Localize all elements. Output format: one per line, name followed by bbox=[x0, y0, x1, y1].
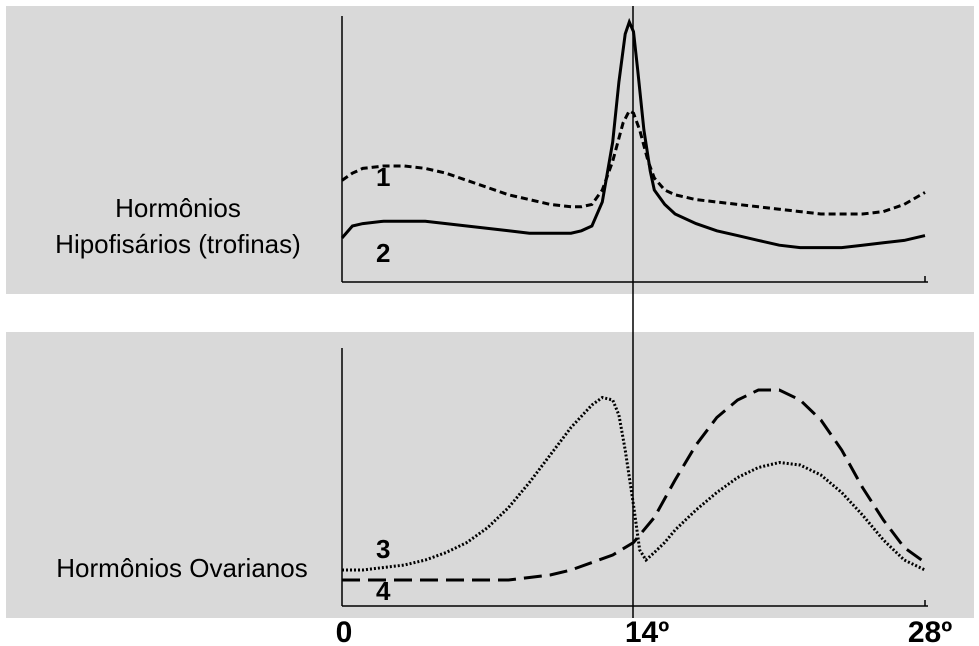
curve-1-line bbox=[341, 108, 926, 216]
bottom-panel-background bbox=[6, 332, 974, 618]
curve-2-label: 2 bbox=[376, 238, 390, 268]
curve-2-line bbox=[340, 17, 926, 250]
curve-3-label: 3 bbox=[376, 534, 390, 564]
curve-1-label: 1 bbox=[376, 162, 390, 192]
top-panel-background bbox=[6, 6, 974, 294]
x-tick-label-14: 14º bbox=[625, 616, 669, 646]
x-tick-label-0: 0 bbox=[336, 616, 353, 646]
curve-3-line bbox=[342, 395, 926, 572]
curve-4-label: 4 bbox=[376, 576, 391, 606]
curve-4-line bbox=[342, 388, 926, 582]
top-panel-label-line-2: Hipofisários (trofinas) bbox=[55, 229, 301, 259]
x-tick-label-28: 28º bbox=[908, 616, 952, 646]
top-panel-label-line-1: Hormônios bbox=[115, 193, 241, 223]
bottom-panel-label: Hormônios Ovarianos bbox=[56, 553, 307, 583]
